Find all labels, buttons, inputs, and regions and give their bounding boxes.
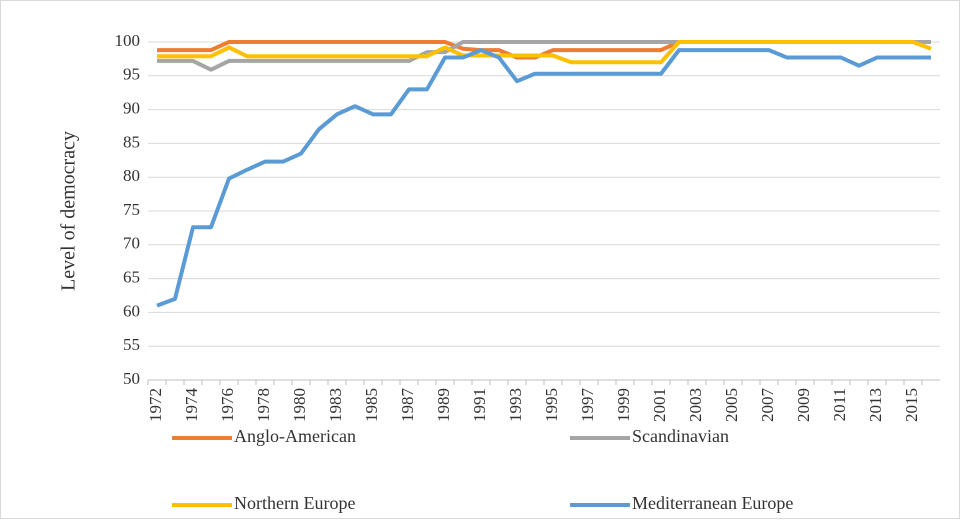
y-tick-label: 80: [123, 166, 140, 185]
series-line: [156, 48, 931, 308]
y-axis-title: Level of democracy: [58, 131, 80, 291]
y-tick-label: 95: [123, 65, 140, 84]
x-tick-label: 1997: [578, 388, 597, 423]
x-tick-label: 2011: [830, 388, 849, 421]
x-tick-label: 1989: [434, 388, 453, 422]
y-tick-label: 75: [123, 200, 140, 219]
x-tick-label: 1983: [326, 388, 345, 422]
x-tick-label: 1987: [398, 388, 417, 423]
x-tick-label: 2015: [902, 388, 921, 422]
x-tick-label: 1991: [470, 388, 489, 422]
y-tick-label: 50: [123, 369, 140, 388]
x-tick-label: 1980: [290, 388, 309, 422]
y-tick-label: 65: [123, 268, 140, 287]
legend-label: Anglo-American: [234, 426, 356, 446]
series-line: [157, 40, 932, 65]
x-tick-label: 2009: [794, 388, 813, 422]
x-tick-label: 1995: [542, 388, 561, 422]
x-tick-label: 2003: [686, 388, 705, 422]
legend-label: Northern Europe: [234, 493, 355, 513]
x-tick-label: 1999: [614, 388, 633, 422]
x-tick-label: 1993: [506, 388, 525, 422]
x-tick-label: 1974: [182, 388, 201, 423]
x-tick-label: 1978: [254, 388, 273, 422]
x-tick-label: 2005: [722, 388, 741, 422]
legend-label: Scandinavian: [632, 426, 729, 446]
x-tick-label: 2007: [758, 388, 777, 423]
x-tick-label: 1985: [362, 388, 381, 422]
x-tick-label: 1972: [146, 388, 165, 422]
y-tick-label: 90: [123, 99, 140, 118]
x-tick-label: 1976: [218, 388, 237, 422]
y-tick-label: 60: [123, 301, 140, 320]
y-tick-label: 55: [123, 335, 140, 354]
y-tick-label: 85: [123, 132, 140, 151]
legend-label: Mediterranean Europe: [632, 493, 793, 513]
x-tick-label: 2013: [866, 388, 885, 422]
y-tick-label: 70: [123, 234, 140, 253]
y-tick-label: 100: [115, 31, 141, 50]
x-tick-label: 2001: [650, 388, 669, 422]
